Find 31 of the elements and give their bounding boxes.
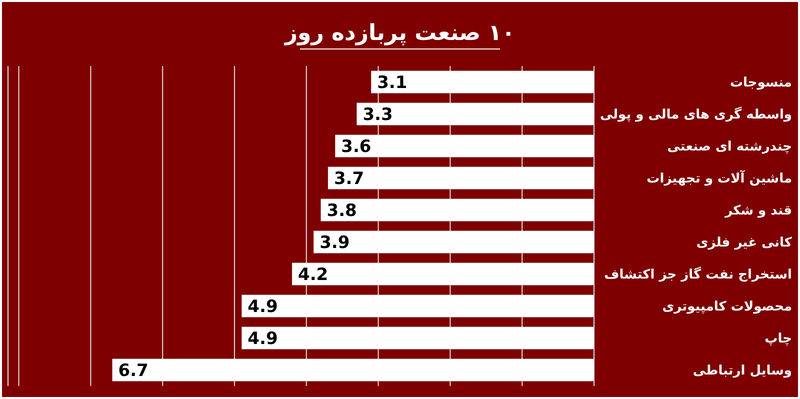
data-label: 4.9 — [248, 297, 278, 318]
bar — [292, 262, 594, 286]
y-tick-label: کانی غیر فلزی — [696, 236, 792, 251]
data-label: 3.6 — [341, 137, 372, 158]
bar — [112, 358, 594, 382]
bar — [335, 134, 594, 158]
chart-title: ۱۰ صنعت پربازده روز — [284, 21, 516, 46]
y-tick-label: محصولات کامپیوتری — [662, 300, 792, 315]
bar — [328, 166, 594, 190]
y-tick-label: قند و شکر — [724, 204, 792, 219]
y-tick-label: ماشین آلات و تجهیزات — [646, 170, 792, 187]
data-label: 3.8 — [326, 201, 357, 222]
bar — [320, 198, 594, 222]
bar — [314, 230, 594, 254]
bar — [242, 326, 594, 350]
data-label: 6.7 — [118, 361, 148, 382]
y-tick-label: واسطه گری های مالی و پولی — [600, 106, 792, 123]
data-label: 3.1 — [377, 73, 408, 94]
bar — [371, 70, 594, 94]
data-label: 4.9 — [248, 329, 278, 350]
y-tick-label: منسوجات — [730, 76, 792, 91]
bar — [356, 102, 594, 126]
y-tick-label: وسایل ارتباطی — [692, 364, 792, 379]
data-label: 3.3 — [362, 105, 393, 126]
y-tick-label: چندرشته ای صنعتی — [667, 140, 792, 155]
data-label: 4.2 — [298, 265, 328, 286]
data-label: 3.9 — [320, 233, 350, 254]
data-label: 3.7 — [334, 169, 364, 190]
y-tick-label: استخراج نفت گاز جز اکتشاف — [604, 266, 792, 283]
bar — [242, 294, 594, 318]
y-tick-label: چاپ — [764, 332, 792, 347]
